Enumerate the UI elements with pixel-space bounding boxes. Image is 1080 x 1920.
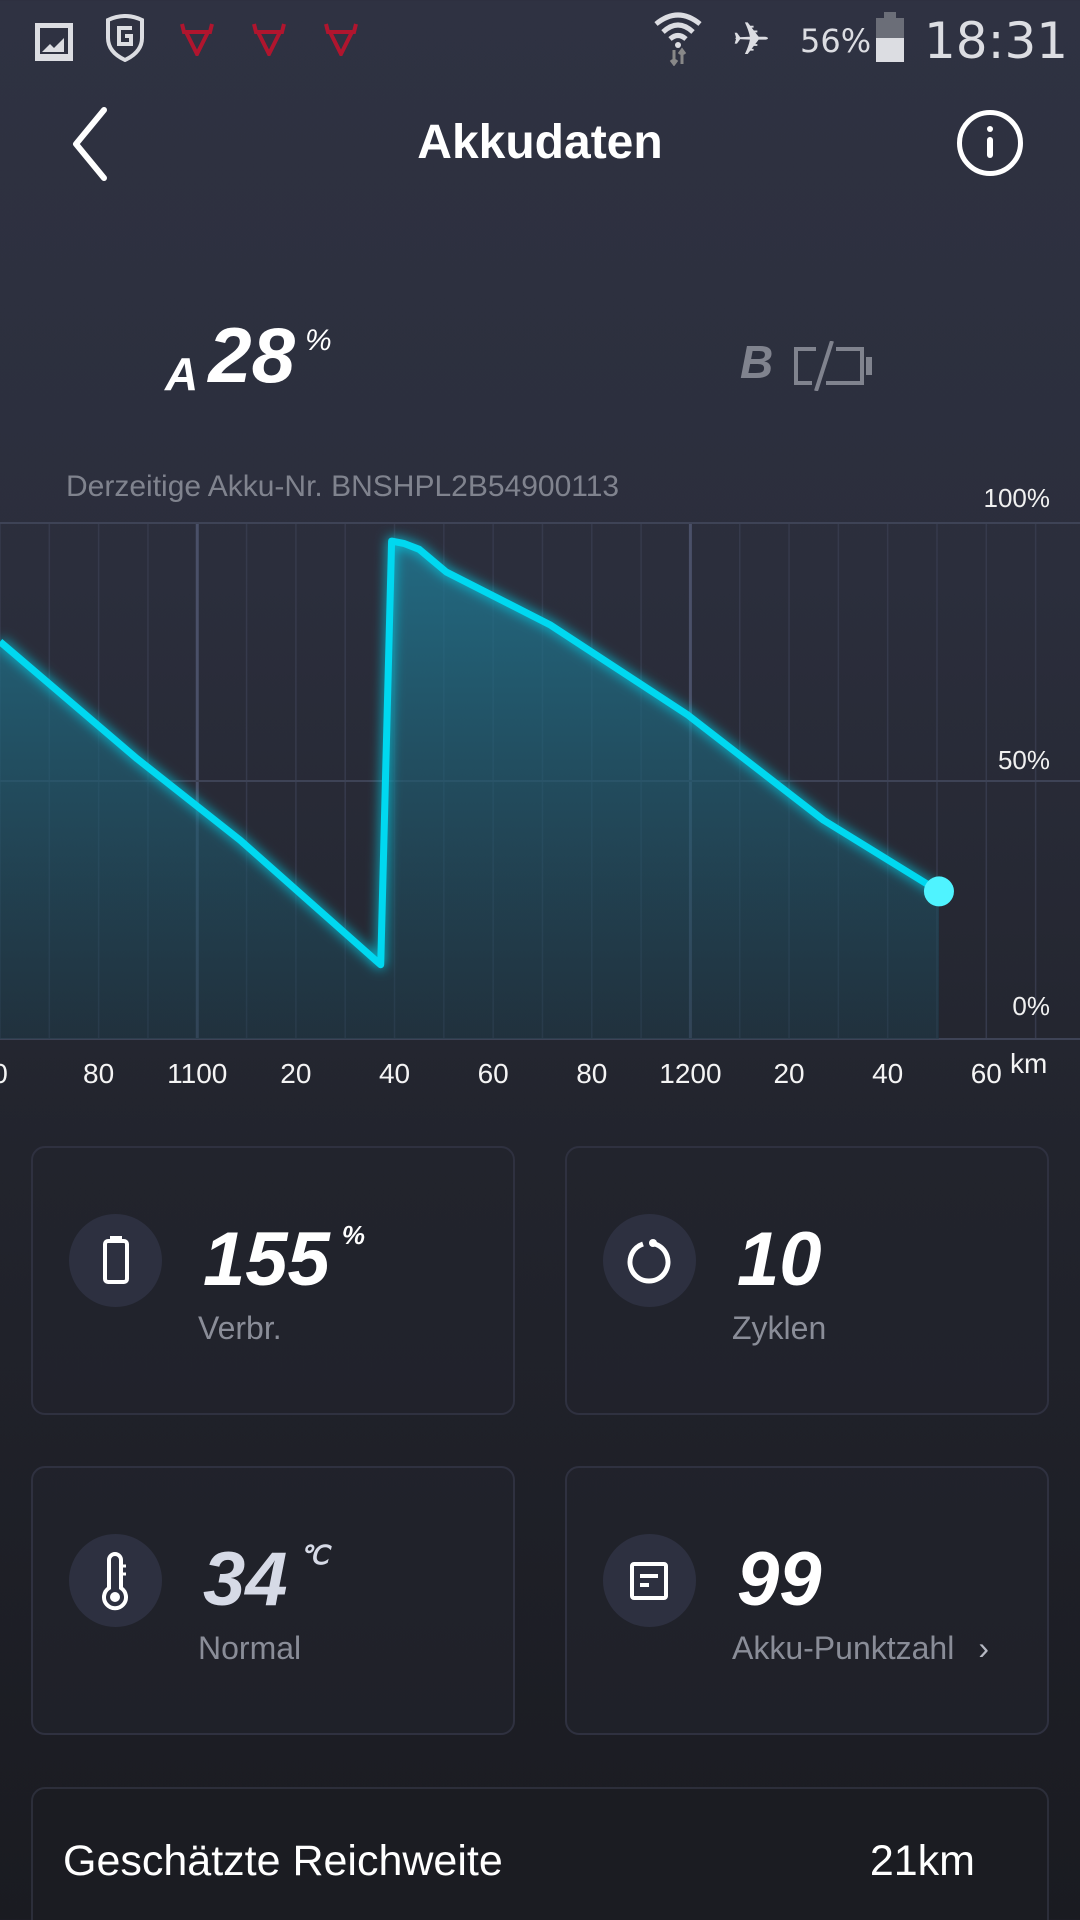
battery-level-chart (0, 522, 1080, 1040)
chevron-right-icon: › (978, 1630, 989, 1666)
battery-a-unit: % (305, 324, 332, 357)
series-line (0, 537, 941, 969)
shield-g-icon (106, 14, 144, 62)
stat-value: 155 (203, 1217, 330, 1302)
stat-card-temperature: 34 ℃ Normal (31, 1466, 515, 1735)
battery-missing-icon (794, 340, 873, 392)
stat-label: Zyklen (732, 1310, 827, 1346)
battery-a-value: 28 (208, 311, 295, 399)
info-button[interactable] (957, 110, 1023, 176)
bull-icon (180, 23, 214, 56)
stat-unit: ℃ (299, 1540, 329, 1570)
estimated-range-card: Geschätzte Reichweite 21km (31, 1787, 1049, 1920)
x-tick-label: 40 (872, 1058, 904, 1089)
chevron-left-icon (73, 107, 107, 181)
x-tick-label: 80 (83, 1058, 115, 1089)
x-tick-label: 60 (970, 1058, 1002, 1089)
thermometer-icon (69, 1534, 162, 1627)
battery-b[interactable]: B (740, 335, 892, 392)
bull-icon (324, 23, 358, 56)
score-icon (603, 1534, 696, 1627)
y-tick-label: 100% (983, 483, 1051, 513)
stat-label: Verbr. (198, 1310, 282, 1346)
battery-icon (69, 1214, 162, 1307)
back-button[interactable] (64, 104, 124, 184)
battery-b-label: B (740, 336, 774, 388)
x-tick-label: 20 (280, 1058, 312, 1089)
y-tick-label: 50% (997, 745, 1050, 775)
stat-card-cycles: 10 Zyklen (565, 1146, 1049, 1415)
gallery-icon (35, 23, 73, 61)
bull-icon (252, 23, 286, 56)
page-title: Akkudaten (417, 116, 663, 169)
current-battery-number: Derzeitige Akku-Nr. BNSHPL2B54900113 (66, 470, 620, 503)
x-unit-label: km (1010, 1048, 1048, 1079)
battery-a[interactable]: A 28% (165, 310, 332, 401)
battery-a-label: A (165, 348, 199, 400)
stat-card-consumption: 155% Verbr. (31, 1146, 515, 1415)
wifi-icon (654, 12, 702, 66)
stat-value: 34 (203, 1537, 288, 1622)
range-label: Geschätzte Reichweite (63, 1837, 503, 1885)
airplane-icon: ✈ (732, 13, 771, 65)
range-value: 21km (869, 1837, 975, 1885)
battery-icon (876, 12, 904, 62)
x-tick-label: 1100 (167, 1058, 228, 1089)
status-bar: ✈ 56% 18:31 (0, 0, 1080, 90)
stat-value: 99 (737, 1537, 822, 1622)
y-tick-label: 0% (1012, 991, 1050, 1021)
stat-label: Akku-Punktzahl (732, 1630, 955, 1666)
x-tick-label: 20 (773, 1058, 805, 1089)
current-point (923, 876, 954, 907)
stat-unit: % (341, 1220, 365, 1250)
stat-label: Normal (198, 1630, 302, 1666)
stat-value: 10 (737, 1217, 822, 1302)
x-tick-label: 80 (576, 1058, 608, 1089)
clock: 18:31 (924, 12, 1069, 70)
stat-card-battery-score[interactable]: 99 Akku-Punktzahl › (565, 1466, 1049, 1735)
x-tick-label: 40 (378, 1058, 411, 1089)
area-fill (0, 541, 939, 1039)
x-tick-label: 1200 (659, 1058, 722, 1089)
x-tick-label: 60 (477, 1058, 509, 1089)
x-tick-label: 0 (0, 1058, 8, 1090)
cycle-icon (603, 1214, 696, 1307)
battery-percent: 56% (800, 22, 872, 60)
